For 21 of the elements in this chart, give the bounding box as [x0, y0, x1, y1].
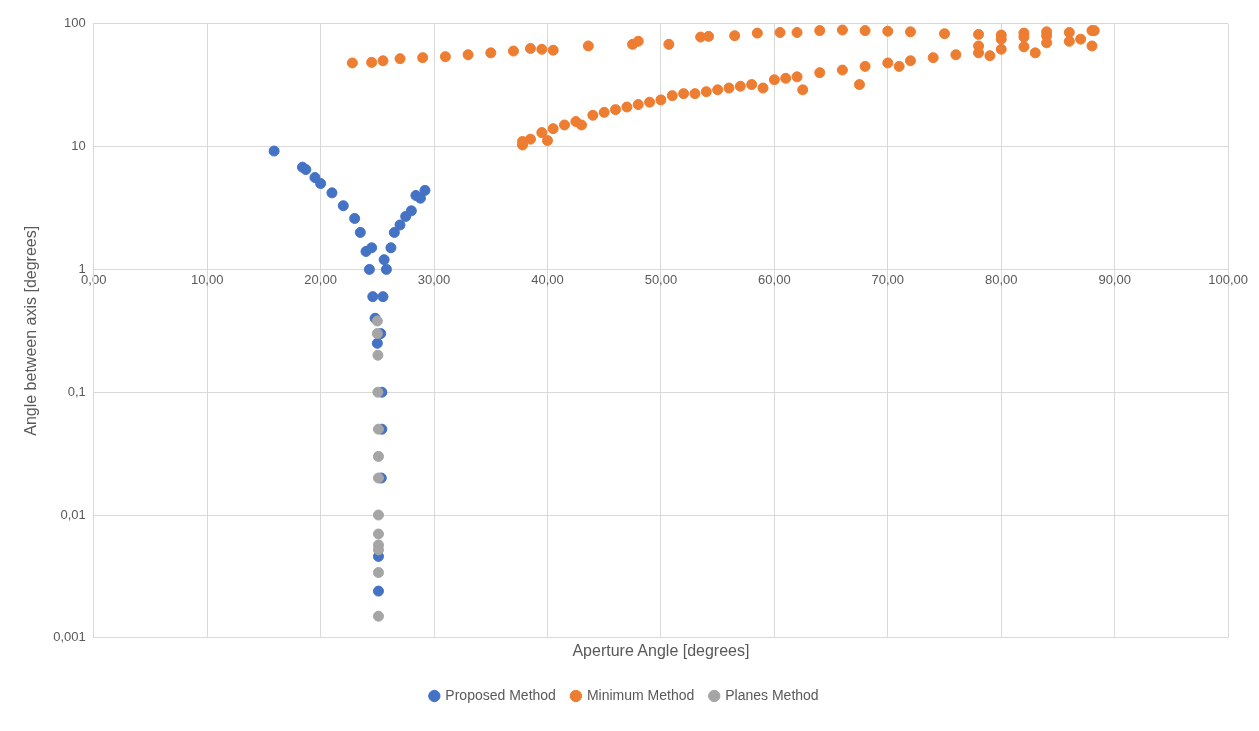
x-tick-label: 30,00 — [417, 271, 451, 287]
x-tick-label: 40,00 — [531, 271, 564, 287]
x-tick-label: 80,00 — [984, 271, 1018, 287]
x-tick-label: 50,00 — [644, 271, 678, 287]
y-tick-label: 10 — [71, 138, 86, 154]
legend-label: Minimum Method — [586, 686, 695, 703]
y-tick-label: 0,001 — [53, 629, 86, 645]
y-axis-title: Angle between axis [degrees] — [22, 225, 40, 436]
x-tick-label: 20,00 — [304, 271, 337, 287]
x-tick-label: 60,00 — [758, 271, 791, 287]
legend-label: Planes Method — [725, 686, 819, 703]
y-tick-label: 0,1 — [67, 383, 86, 399]
legend-label: Proposed Method — [445, 686, 556, 703]
x-tick-label: 90,00 — [1098, 271, 1131, 287]
y-tick-label: 1 — [78, 260, 86, 276]
x-tick-label: 100,00 — [1208, 271, 1248, 287]
x-axis-title: Aperture Angle [degrees] — [572, 641, 750, 659]
y-tick-label: 0,01 — [60, 506, 86, 522]
x-tick-label: 70,00 — [871, 271, 905, 287]
y-tick-label: 100 — [64, 15, 86, 31]
x-tick-label: 10,00 — [190, 271, 224, 287]
